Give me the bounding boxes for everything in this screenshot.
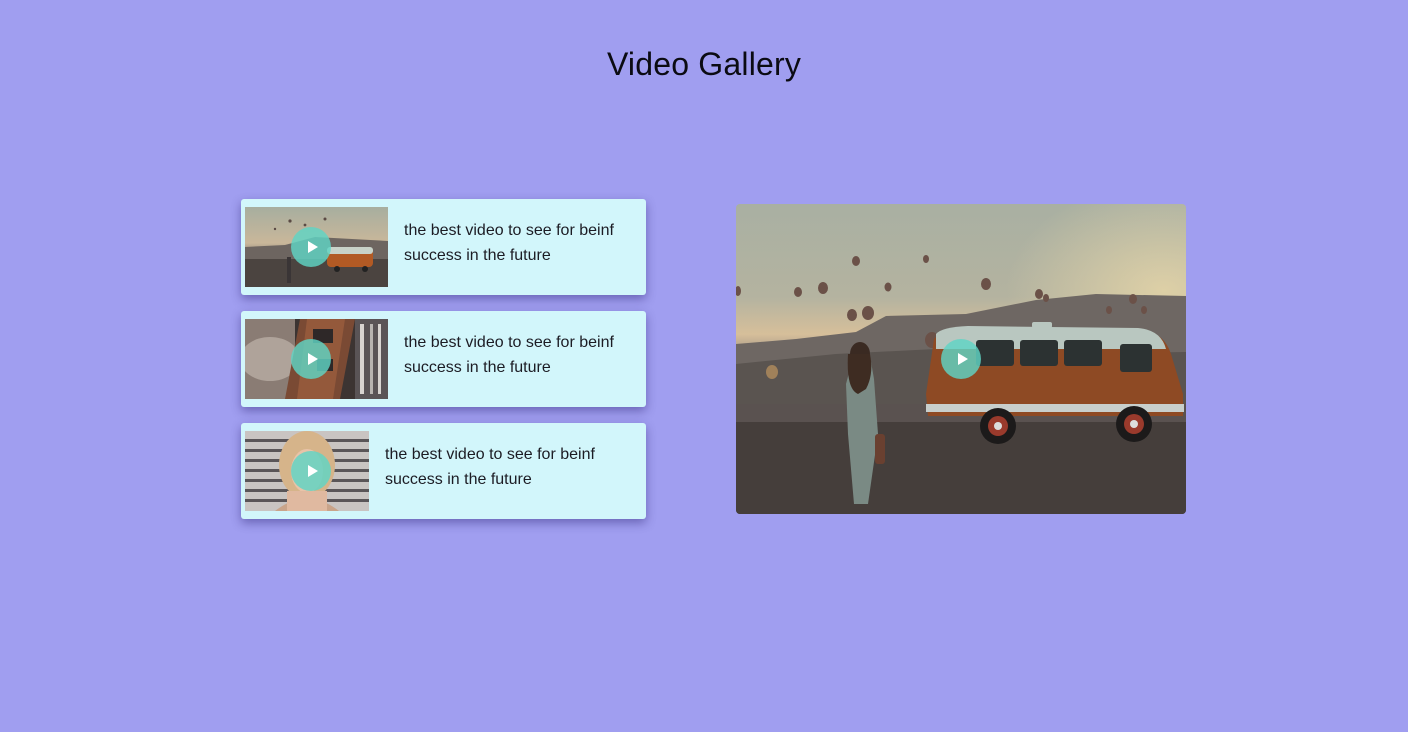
- video-list-item[interactable]: the best video to see for beinf success …: [241, 311, 646, 407]
- play-icon: [307, 241, 318, 253]
- play-icon: [957, 353, 968, 365]
- play-icon: [307, 353, 318, 365]
- video-caption: the best video to see for beinf success …: [385, 446, 595, 488]
- main-video-player[interactable]: [736, 204, 1186, 514]
- video-caption: the best video to see for beinf success …: [404, 334, 614, 376]
- video-list-item[interactable]: the best video to see for beinf success …: [241, 199, 646, 295]
- video-list-item[interactable]: the best video to see for beinf success …: [241, 423, 646, 519]
- play-icon: [307, 465, 318, 477]
- main-video-frame: [736, 204, 1186, 514]
- play-button[interactable]: [291, 451, 331, 491]
- play-button[interactable]: [291, 227, 331, 267]
- page-title: Video Gallery: [606, 46, 802, 82]
- video-caption: the best video to see for beinf success …: [404, 222, 614, 264]
- video-list: the best video to see for beinf success …: [241, 199, 646, 535]
- main-play-button[interactable]: [941, 339, 981, 379]
- play-button[interactable]: [291, 339, 331, 379]
